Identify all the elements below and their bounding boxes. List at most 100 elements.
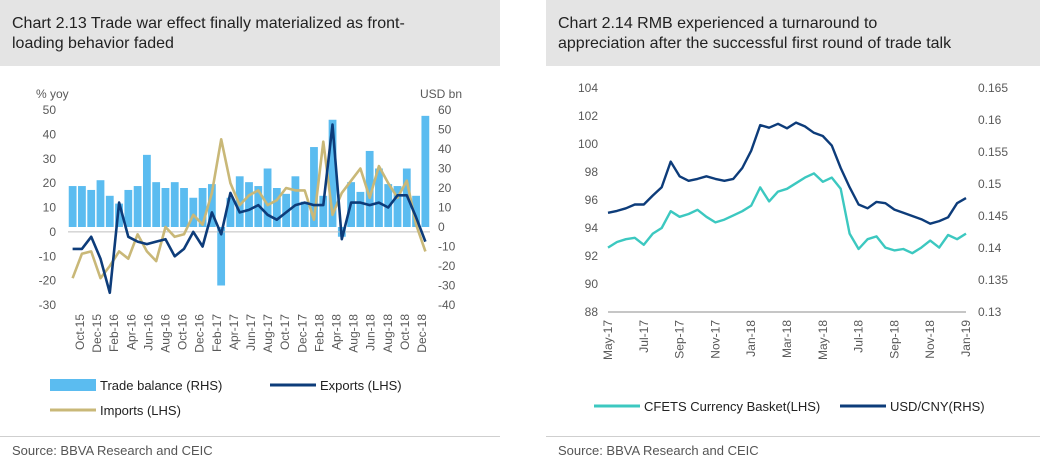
right-tick-label: 20 bbox=[438, 181, 452, 195]
left-tick-label: 92 bbox=[585, 249, 599, 263]
imports-line bbox=[71, 138, 427, 280]
x-tick-label: Feb-16 bbox=[107, 314, 121, 352]
trade-balance-bar bbox=[365, 150, 374, 227]
x-tick-label: May-18 bbox=[816, 320, 830, 360]
x-tick-label: Sep-17 bbox=[673, 320, 687, 359]
left-tick-label: 88 bbox=[585, 305, 599, 319]
left-tick-label: 50 bbox=[43, 103, 57, 117]
x-tick-label: Nov-17 bbox=[708, 320, 722, 359]
right-tick-label: 60 bbox=[438, 103, 452, 117]
left-tick-label: -10 bbox=[39, 249, 57, 263]
trade-balance-bar bbox=[319, 195, 328, 227]
trade-balance-bar bbox=[375, 168, 383, 227]
rmb-chart: 88 90 92 94 96 98 100 102 104 0.13 0.135 0.14 0.145 0… bbox=[578, 81, 1008, 414]
chart-2-14-title-line-1: Chart 2.14 RMB experienced a turnaround … bbox=[558, 15, 878, 32]
right-tick-label: 0.15 bbox=[978, 177, 1002, 191]
left-tick-label: 30 bbox=[43, 152, 57, 166]
x-tick-label: Jan-19 bbox=[959, 320, 973, 357]
chart-2-14-panel: Chart 2.14 RMB experienced a turnaround … bbox=[546, 0, 1047, 464]
chart-2-14-title: Chart 2.14 RMB experienced a turnaround … bbox=[546, 0, 1040, 66]
x-tick-label: Jun-18 bbox=[364, 314, 378, 351]
right-tick-label: 0.165 bbox=[978, 81, 1008, 95]
trade-balance-bar bbox=[300, 201, 309, 227]
source-divider-left bbox=[0, 436, 500, 437]
trade-balance-bar bbox=[189, 197, 198, 227]
trade-balance-bar bbox=[328, 119, 337, 227]
left-tick-label: 40 bbox=[43, 127, 57, 141]
trade-balance-bar bbox=[78, 186, 86, 227]
trade-balance-bar bbox=[133, 186, 142, 227]
trade-balance-bar bbox=[105, 195, 114, 227]
trade-balance-bar bbox=[291, 176, 300, 227]
x-tick-label: Oct-15 bbox=[73, 314, 87, 350]
right-tick-label: 0.16 bbox=[978, 113, 1002, 127]
x-tick-label: Apr-17 bbox=[227, 314, 241, 350]
trade-balance-bar bbox=[412, 195, 420, 227]
legend-label-imports: Imports (LHS) bbox=[100, 403, 181, 418]
trade-balance-bar bbox=[180, 188, 188, 227]
legend-swatch-trade-balance bbox=[50, 379, 96, 391]
exports-line bbox=[72, 123, 427, 295]
left-tick-label: 102 bbox=[578, 109, 598, 123]
usd-cny-line bbox=[607, 121, 967, 225]
chart-2-13-title-line-1: Chart 2.13 Trade war effect finally mate… bbox=[12, 15, 405, 32]
right-tick-label: -40 bbox=[438, 298, 456, 312]
x-tick-label: Dec-16 bbox=[193, 314, 207, 353]
chart-2-13-title-line-2: loading behavior faded bbox=[12, 35, 174, 52]
trade-balance-bar bbox=[356, 191, 365, 227]
trade-balance-bar bbox=[217, 227, 226, 286]
right-tick-label: 10 bbox=[438, 201, 452, 215]
x-tick-label: Dec-15 bbox=[90, 314, 104, 353]
left-tick-label: 0 bbox=[49, 225, 56, 239]
trade-balance-bar bbox=[170, 182, 179, 227]
legend-label-trade-balance: Trade balance (RHS) bbox=[100, 378, 222, 393]
left-axis-unit: % yoy bbox=[36, 87, 69, 101]
x-tick-label: Apr-18 bbox=[330, 314, 344, 350]
cfets-basket-line bbox=[607, 172, 967, 255]
x-tick-label: Apr-16 bbox=[124, 314, 138, 350]
left-tick-label: -20 bbox=[39, 274, 57, 288]
trade-balance-bar bbox=[282, 193, 291, 227]
x-tick-label: Jun-17 bbox=[244, 314, 258, 351]
x-tick-label: Oct-18 bbox=[398, 314, 412, 350]
x-tick-label: Jul-18 bbox=[852, 320, 866, 353]
x-tick-label: Feb-18 bbox=[312, 314, 326, 352]
x-tick-label: Nov-18 bbox=[923, 320, 937, 359]
left-tick-label: 94 bbox=[585, 221, 599, 235]
right-tick-label: -10 bbox=[438, 240, 456, 254]
chart-2-13-panel: Chart 2.13 Trade war effect finally mate… bbox=[0, 0, 500, 464]
right-tick-label: 0.135 bbox=[978, 273, 1008, 287]
right-axis-unit: USD bn bbox=[420, 87, 462, 101]
source-right: Source: BBVA Research and CEIC bbox=[558, 443, 759, 458]
trade-balance-bar bbox=[198, 188, 207, 227]
x-tick-label: Jan-18 bbox=[744, 320, 758, 357]
trade-balance-bar bbox=[393, 186, 402, 227]
left-tick-label: -30 bbox=[39, 298, 57, 312]
trade-balance-bar bbox=[421, 115, 430, 227]
x-tick-label: Sep-18 bbox=[887, 320, 901, 359]
x-tick-label: Mar-18 bbox=[780, 320, 794, 358]
trade-balance-bar bbox=[142, 154, 151, 227]
right-tick-label: -20 bbox=[438, 259, 456, 273]
trade-balance-bar bbox=[68, 186, 77, 227]
trade-balance-bar bbox=[207, 184, 216, 227]
chart-2-13-title: Chart 2.13 Trade war effect finally mate… bbox=[0, 0, 500, 66]
right-tick-label: 0.145 bbox=[978, 209, 1008, 223]
left-tick-label: 90 bbox=[585, 277, 599, 291]
left-tick-label: 96 bbox=[585, 193, 599, 207]
x-tick-label: Aug-18 bbox=[347, 314, 361, 353]
legend-label-exports: Exports (LHS) bbox=[320, 378, 402, 393]
right-tick-label: 30 bbox=[438, 162, 452, 176]
trade-balance-bar bbox=[152, 182, 161, 227]
trade-balance-bar bbox=[272, 188, 281, 227]
right-tick-label: 0.155 bbox=[978, 145, 1008, 159]
chart-2-14-title-line-2: appreciation after the successful first … bbox=[558, 35, 952, 52]
trade-balance-bar bbox=[161, 188, 170, 227]
trade-balance-bar bbox=[245, 182, 253, 227]
right-tick-label: 50 bbox=[438, 123, 452, 137]
trade-balance-bar bbox=[87, 189, 96, 227]
left-tick-label: 98 bbox=[585, 165, 599, 179]
trade-balance-bar bbox=[235, 176, 244, 227]
trade-balance-bar bbox=[263, 168, 272, 227]
x-tick-label: Aug-17 bbox=[261, 314, 275, 353]
